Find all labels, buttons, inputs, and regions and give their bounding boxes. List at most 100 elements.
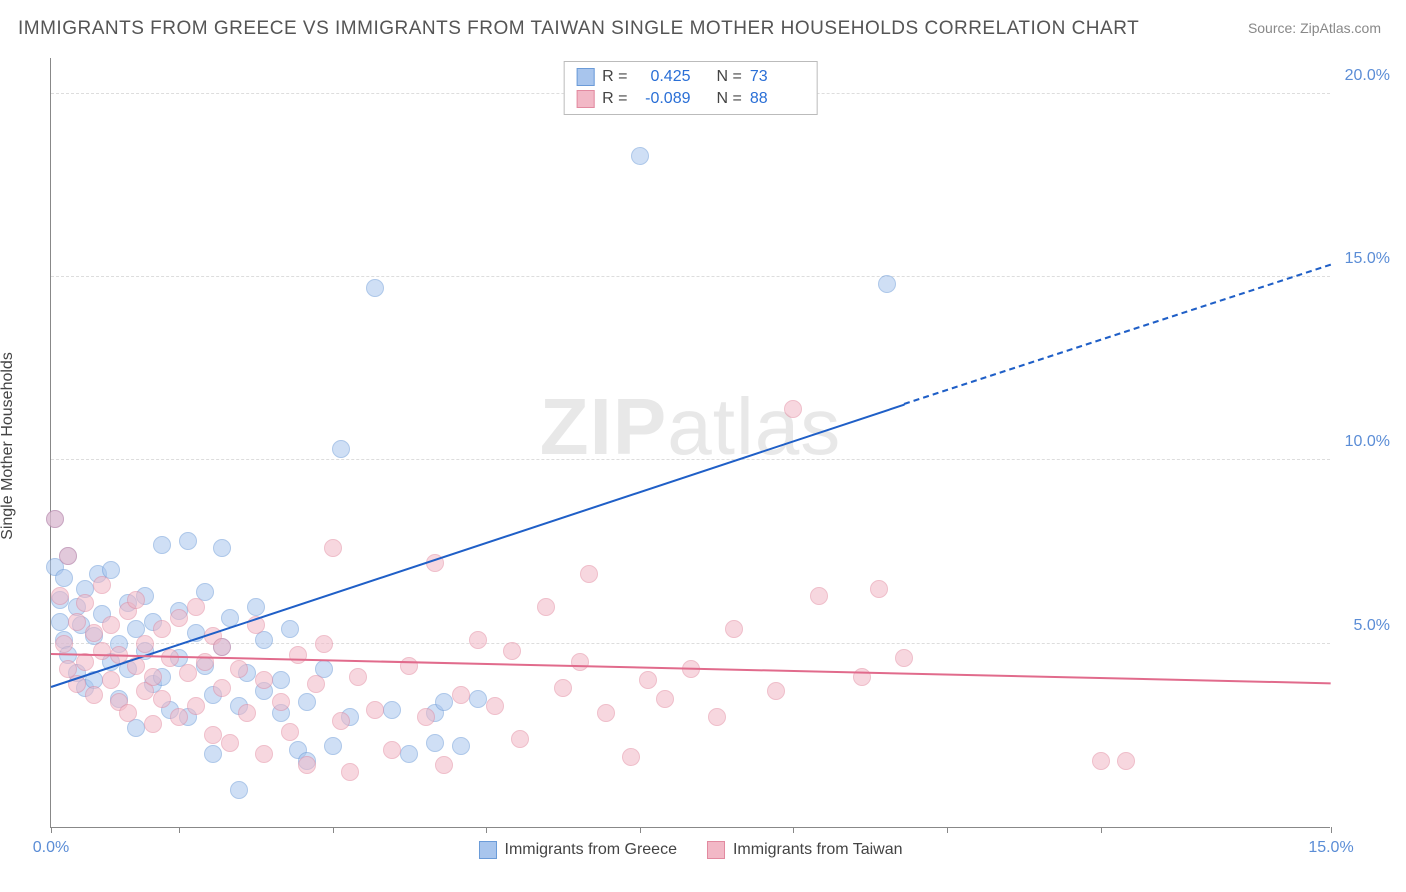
x-tick xyxy=(1331,827,1332,833)
swatch-icon xyxy=(707,841,725,859)
data-point-taiwan xyxy=(725,620,743,638)
data-point-taiwan xyxy=(537,598,555,616)
data-point-taiwan xyxy=(853,668,871,686)
data-point-taiwan xyxy=(144,668,162,686)
legend-label: Immigrants from Taiwan xyxy=(733,841,903,859)
data-point-taiwan xyxy=(503,642,521,660)
data-point-taiwan xyxy=(85,686,103,704)
data-point-taiwan xyxy=(213,679,231,697)
stats-row-greece: R =0.425N =73 xyxy=(576,66,805,88)
data-point-taiwan xyxy=(597,704,615,722)
data-point-taiwan xyxy=(417,708,435,726)
series-legend: Immigrants from Greece Immigrants from Ta… xyxy=(478,841,902,859)
x-tick xyxy=(51,827,52,833)
data-point-greece xyxy=(469,690,487,708)
data-point-taiwan xyxy=(161,649,179,667)
data-point-greece xyxy=(366,279,384,297)
data-point-taiwan xyxy=(144,715,162,733)
swatch-icon xyxy=(478,841,496,859)
data-point-greece xyxy=(204,745,222,763)
stats-row-taiwan: R = -0.089 N = 88 xyxy=(576,88,805,110)
data-point-taiwan xyxy=(170,609,188,627)
legend-label: Immigrants from Greece xyxy=(504,841,676,859)
data-point-greece xyxy=(631,147,649,165)
data-point-taiwan xyxy=(307,675,325,693)
data-point-taiwan xyxy=(187,697,205,715)
data-point-taiwan xyxy=(639,671,657,689)
data-point-taiwan xyxy=(119,704,137,722)
data-point-taiwan xyxy=(298,756,316,774)
data-point-greece xyxy=(298,693,316,711)
data-point-greece xyxy=(281,620,299,638)
n-label: N = xyxy=(717,90,742,108)
x-tick xyxy=(486,827,487,833)
data-point-greece xyxy=(51,613,69,631)
data-point-taiwan xyxy=(238,704,256,722)
data-point-greece xyxy=(452,737,470,755)
n-value: 88 xyxy=(750,90,805,108)
data-point-taiwan xyxy=(153,690,171,708)
r-label: R = xyxy=(602,90,627,108)
r-label: R = xyxy=(602,68,627,86)
data-point-taiwan xyxy=(230,660,248,678)
data-point-taiwan xyxy=(341,763,359,781)
data-point-taiwan xyxy=(51,587,69,605)
plot-area: ZIPatlas R =0.425N =73R =-0.089N =88 5.0… xyxy=(50,58,1330,828)
legend-item-greece: Immigrants from Greece xyxy=(478,841,676,859)
r-value: -0.089 xyxy=(636,90,691,108)
data-point-taiwan xyxy=(784,400,802,418)
data-point-taiwan xyxy=(366,701,384,719)
y-axis-label: Single Mother Households xyxy=(0,352,17,540)
data-point-taiwan xyxy=(221,734,239,752)
trend-line xyxy=(904,264,1331,405)
data-point-taiwan xyxy=(580,565,598,583)
gridline xyxy=(51,459,1330,460)
x-tick xyxy=(333,827,334,833)
legend-item-taiwan: Immigrants from Taiwan xyxy=(707,841,903,859)
data-point-greece xyxy=(435,693,453,711)
data-point-greece xyxy=(213,539,231,557)
data-point-taiwan xyxy=(554,679,572,697)
data-point-greece xyxy=(230,781,248,799)
gridline xyxy=(51,643,1330,644)
swatch-icon xyxy=(576,68,594,86)
data-point-taiwan xyxy=(452,686,470,704)
data-point-taiwan xyxy=(127,591,145,609)
x-tick xyxy=(793,827,794,833)
data-point-greece xyxy=(272,671,290,689)
data-point-taiwan xyxy=(76,594,94,612)
data-point-taiwan xyxy=(153,620,171,638)
data-point-taiwan xyxy=(68,613,86,631)
data-point-taiwan xyxy=(272,693,290,711)
swatch-icon xyxy=(576,90,594,108)
data-point-taiwan xyxy=(332,712,350,730)
data-point-taiwan xyxy=(400,657,418,675)
data-point-taiwan xyxy=(708,708,726,726)
data-point-taiwan xyxy=(349,668,367,686)
data-point-taiwan xyxy=(255,671,273,689)
data-point-taiwan xyxy=(656,690,674,708)
x-tick-label: 15.0% xyxy=(1308,839,1353,857)
data-point-taiwan xyxy=(93,576,111,594)
data-point-greece xyxy=(426,734,444,752)
r-value: 0.425 xyxy=(636,68,691,86)
data-point-greece xyxy=(383,701,401,719)
data-point-greece xyxy=(400,745,418,763)
y-tick-label: 10.0% xyxy=(1345,433,1390,451)
data-point-taiwan xyxy=(213,638,231,656)
data-point-greece xyxy=(878,275,896,293)
data-point-taiwan xyxy=(102,616,120,634)
data-point-taiwan xyxy=(511,730,529,748)
y-tick-label: 5.0% xyxy=(1354,617,1390,635)
data-point-greece xyxy=(179,532,197,550)
data-point-greece xyxy=(324,737,342,755)
x-tick xyxy=(947,827,948,833)
y-tick-label: 15.0% xyxy=(1345,250,1390,268)
data-point-taiwan xyxy=(324,539,342,557)
x-tick xyxy=(179,827,180,833)
data-point-taiwan xyxy=(289,646,307,664)
data-point-taiwan xyxy=(870,580,888,598)
correlation-stats-box: R =0.425N =73R =-0.089N =88 xyxy=(563,61,818,115)
data-point-greece xyxy=(153,536,171,554)
data-point-taiwan xyxy=(767,682,785,700)
